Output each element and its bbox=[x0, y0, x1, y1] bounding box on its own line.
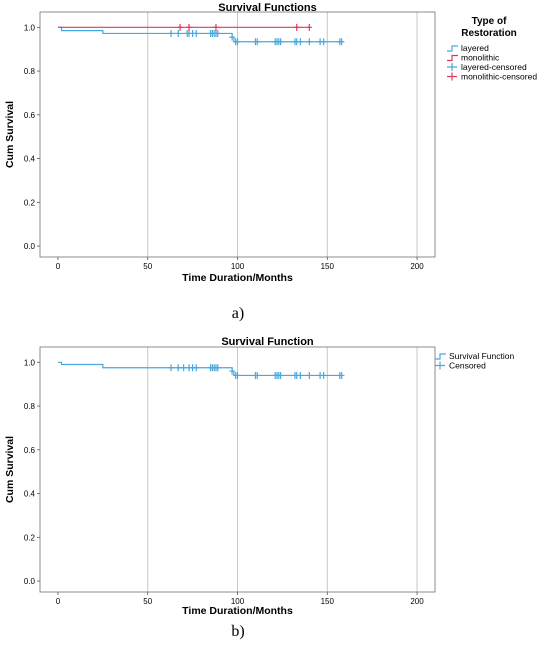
chart-title: Survival Function bbox=[221, 336, 314, 348]
x-tick-label: 50 bbox=[143, 597, 152, 606]
x-tick-label: 200 bbox=[410, 262, 424, 271]
chart-2: 0 50 100 150 200 0.0 0.2 0.4 0.6 0.8 1.0 Survival F… bbox=[4, 336, 514, 640]
y-tick-label: 0.2 bbox=[24, 198, 36, 207]
censored-mark bbox=[193, 364, 200, 372]
y-tick-label: 0.0 bbox=[24, 577, 36, 586]
censored-mark bbox=[175, 29, 182, 37]
x-tick-label: 200 bbox=[410, 597, 424, 606]
censored-mark bbox=[193, 29, 200, 37]
censored-mark bbox=[186, 23, 192, 31]
censored-mark bbox=[277, 371, 284, 379]
legend-label: monolithic-censored bbox=[461, 72, 537, 82]
legend-label: Censored bbox=[449, 361, 486, 371]
censored-mark bbox=[177, 23, 183, 31]
censored-mark bbox=[293, 23, 300, 31]
series-line-survival-function bbox=[57, 361, 342, 377]
censored-mark bbox=[320, 38, 327, 46]
x-tick-label: 100 bbox=[231, 597, 245, 606]
legend-label: layered-censored bbox=[461, 62, 527, 72]
legend-line-swatch bbox=[435, 353, 446, 360]
censored-mark bbox=[306, 23, 313, 31]
censored-mark bbox=[338, 38, 345, 46]
y-tick-label: 1.0 bbox=[24, 23, 36, 32]
censored-mark bbox=[234, 371, 241, 379]
figure-caption: a) bbox=[232, 305, 244, 322]
legend-title-line: Type of bbox=[472, 16, 507, 27]
censored-mark bbox=[229, 367, 235, 375]
figure-caption: b) bbox=[231, 623, 244, 640]
censored-mark bbox=[234, 38, 241, 46]
y-tick-label: 0.4 bbox=[24, 155, 36, 164]
censored-mark bbox=[297, 38, 304, 46]
censored-mark bbox=[214, 29, 221, 37]
y-tick-label: 0.6 bbox=[24, 446, 36, 455]
censored-mark bbox=[168, 29, 174, 37]
x-tick-label: 0 bbox=[56, 262, 61, 271]
censored-mark bbox=[320, 371, 327, 379]
censored-mark bbox=[213, 23, 219, 31]
censored-mark bbox=[297, 371, 304, 379]
legend-censored-swatch bbox=[447, 72, 457, 81]
censored-mark bbox=[175, 364, 182, 372]
legend-line-swatch bbox=[447, 54, 458, 62]
plot-frame bbox=[39, 11, 436, 258]
y-tick-label: 0.2 bbox=[24, 533, 36, 542]
legend-label: monolithic bbox=[461, 53, 500, 63]
x-tick-label: 150 bbox=[321, 597, 335, 606]
chart-title: Survival Functions bbox=[218, 2, 316, 14]
legend-label: Survival Function bbox=[449, 351, 514, 361]
y-axis-label: Cum Survival bbox=[4, 436, 16, 503]
x-tick-label: 150 bbox=[321, 262, 335, 271]
censored-mark bbox=[168, 364, 174, 372]
y-tick-label: 1.0 bbox=[24, 358, 36, 367]
censored-mark bbox=[277, 38, 284, 46]
legend-censored-swatch bbox=[435, 361, 445, 370]
y-axis-label: Cum Survival bbox=[4, 101, 16, 168]
legend-line-swatch bbox=[447, 45, 458, 52]
censored-mark bbox=[306, 38, 313, 46]
censored-mark bbox=[254, 38, 261, 46]
censored-mark bbox=[180, 364, 187, 372]
x-axis-label: Time Duration/Months bbox=[182, 605, 293, 617]
y-tick-label: 0.0 bbox=[24, 242, 36, 251]
censored-mark bbox=[254, 371, 261, 379]
x-tick-label: 0 bbox=[56, 597, 61, 606]
chart-1: 0 50 100 150 200 0.0 0.2 0.4 0.6 0.8 1.0 Survival F… bbox=[4, 2, 537, 322]
censored-mark bbox=[214, 364, 221, 372]
x-axis-label: Time Duration/Months bbox=[182, 272, 293, 284]
y-tick-label: 0.8 bbox=[24, 402, 36, 411]
x-tick-label: 50 bbox=[143, 262, 152, 271]
y-tick-label: 0.4 bbox=[24, 490, 36, 499]
plot-frame bbox=[39, 346, 436, 593]
x-tick-label: 100 bbox=[231, 262, 245, 271]
censored-mark bbox=[229, 33, 235, 41]
legend-censored-swatch bbox=[447, 63, 457, 71]
legend-title-line: Restoration bbox=[461, 28, 517, 39]
y-tick-label: 0.8 bbox=[24, 67, 36, 76]
legend-label: layered bbox=[461, 43, 489, 53]
y-tick-label: 0.6 bbox=[24, 111, 36, 120]
censored-mark bbox=[306, 371, 313, 379]
series-line-layered bbox=[57, 26, 342, 43]
censored-mark bbox=[338, 371, 345, 379]
